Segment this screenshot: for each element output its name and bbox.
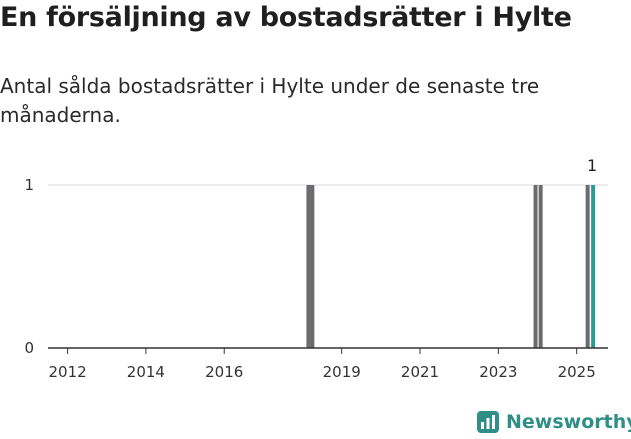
data-label: 1 [587, 156, 597, 175]
page-title: En försäljning av bostadsrätter i Hylte [0, 2, 572, 33]
x-tick-label: 2012 [48, 363, 86, 381]
x-tick-label: 2014 [127, 363, 165, 381]
x-tick-label: 2021 [401, 363, 439, 381]
bar [585, 185, 590, 348]
label-layer: 1 [587, 156, 597, 175]
x-tick-label: 2016 [205, 363, 243, 381]
x-tick-label: 2019 [323, 363, 361, 381]
bar [310, 185, 315, 348]
axis-layer: 0 1 2012 2014 2016 2019 2021 2023 2025 [24, 176, 608, 381]
bar [591, 185, 596, 348]
y-tick-label: 1 [24, 176, 34, 194]
bar [533, 185, 538, 348]
brand-name: Newsworthy [506, 411, 631, 433]
bar [538, 185, 543, 348]
page-subtitle: Antal sålda bostadsrätter i Hylte under … [0, 74, 540, 127]
y-tick-label: 0 [24, 339, 34, 357]
bar-layer [306, 185, 596, 348]
x-tick-label: 2025 [558, 363, 596, 381]
newsworthy-logo-icon [477, 411, 499, 433]
brand-logo: Newsworthy [476, 407, 631, 437]
bar [306, 185, 311, 348]
x-tick-label: 2023 [479, 363, 517, 381]
